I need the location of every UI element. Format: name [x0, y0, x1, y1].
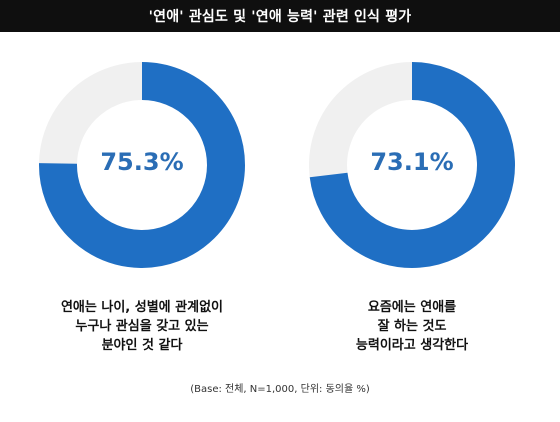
donut-svg-1 — [39, 62, 245, 268]
donut-caption-2: 요즘에는 연애를 잘 하는 것도 능력이라고 생각한다 — [282, 298, 542, 355]
donut-caption-1: 연애는 나이, 성별에 관계없이 누구나 관심을 갖고 있는 분야인 것 같다 — [12, 298, 272, 355]
donut-value-label-2: 73.1% — [370, 148, 454, 176]
donut-arc-1 — [39, 62, 245, 268]
chart-title: '연애' 관심도 및 '연애 능력' 관련 인식 평가 — [148, 9, 412, 25]
caption-line: 잘 하는 것도 — [377, 319, 447, 334]
caption-line: 연애는 나이, 성별에 관계없이 — [60, 300, 224, 315]
donut-svg-2 — [309, 62, 515, 268]
donut-chart-2: 73.1% 요즘에는 연애를 잘 하는 것도 능력이라고 생각한다 — [282, 52, 542, 355]
donut-arc-2 — [309, 62, 515, 268]
footnote: (Base: 전체, N=1,000, 단위: 동의율 %) — [190, 384, 370, 395]
caption-line: 요즘에는 연애를 — [367, 300, 457, 315]
caption-line: 능력이라고 생각한다 — [355, 338, 469, 353]
caption-line: 분야인 것 같다 — [101, 338, 183, 353]
chart-title-bar: '연애' 관심도 및 '연애 능력' 관련 인식 평가 — [0, 0, 560, 32]
caption-line: 누구나 관심을 갖고 있는 — [75, 319, 209, 334]
donut-value-label-1: 75.3% — [100, 148, 184, 176]
donut-chart-1: 75.3% 연애는 나이, 성별에 관계없이 누구나 관심을 갖고 있는 분야인… — [12, 52, 272, 355]
